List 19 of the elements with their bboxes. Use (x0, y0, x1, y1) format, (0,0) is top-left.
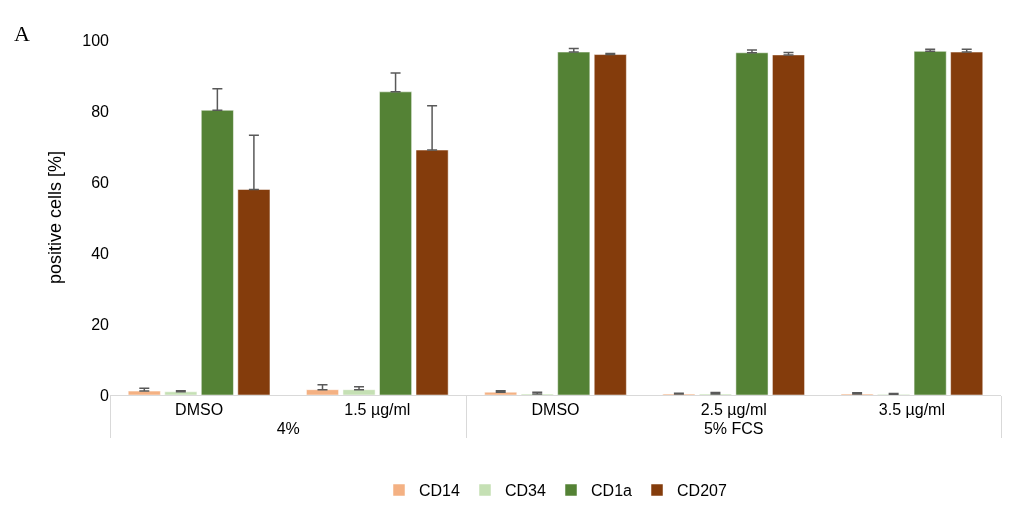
text: A (14, 21, 30, 46)
legend-label: CD14 (419, 482, 461, 500)
text: 4% (276, 420, 300, 438)
x-tick-label: DMSO (175, 401, 224, 419)
legend-label: CD207 (677, 482, 727, 500)
y-tick-label: 60 (91, 173, 110, 191)
x-tick-label: 3.5 µg/ml (878, 401, 945, 419)
y-tick-label: 40 (91, 244, 110, 262)
x-tick-label: 1.5 µg/ml (344, 401, 411, 419)
y-tick-label: 20 (91, 315, 110, 333)
x-tick-label: 2.5 µg/ml (700, 401, 767, 419)
text: 5% FCS (703, 420, 764, 438)
y-tick-label: 80 (91, 102, 110, 120)
legend-label: CD34 (505, 482, 547, 500)
x-tick-label: DMSO (531, 401, 580, 419)
legend-label: CD1a (591, 482, 633, 500)
y-axis-title: positive cells [%] (45, 150, 66, 285)
y-tick-label: 100 (82, 31, 110, 49)
y-tick-label: 0 (100, 386, 110, 404)
